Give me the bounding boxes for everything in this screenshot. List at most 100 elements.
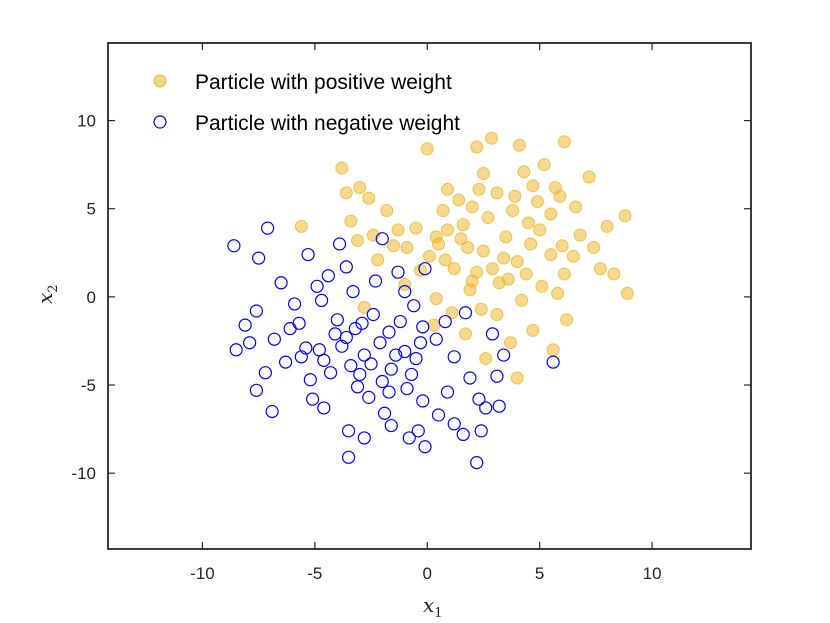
negative-particle: [274, 276, 288, 290]
negative-particle: [355, 316, 369, 330]
positive-particle: [362, 191, 376, 205]
positive-particle: [573, 228, 587, 242]
negative-particle: [458, 306, 473, 320]
negative-particle: [463, 371, 477, 385]
negative-particle: [341, 450, 356, 464]
negative-particle: [335, 339, 349, 353]
negative-particle: [546, 355, 560, 369]
positive-particle: [440, 223, 454, 237]
positive-particle: [566, 249, 580, 263]
negative-particle: [377, 406, 392, 420]
positive-particle: [445, 306, 459, 320]
positive-particle: [569, 200, 583, 214]
negative-particle: [416, 320, 430, 334]
positive-particle: [351, 233, 365, 247]
x-tick-label: 10: [643, 564, 662, 583]
x-tick-label: 0: [423, 564, 432, 583]
positive-particle: [510, 255, 524, 269]
positive-particle: [400, 241, 414, 255]
positive-particle: [546, 343, 560, 357]
negative-particle: [382, 385, 396, 399]
negative-particle: [279, 355, 293, 369]
positive-particle: [497, 251, 511, 265]
positive-particle: [481, 211, 495, 225]
positive-particle: [519, 267, 533, 281]
positive-particle: [501, 272, 515, 286]
positive-particle: [409, 221, 423, 235]
negative-particle: [317, 401, 331, 415]
positive-particle: [510, 371, 524, 385]
negative-particle: [321, 269, 335, 283]
positive-particle: [512, 138, 526, 152]
negative-particle: [249, 383, 263, 397]
negative-particle: [252, 251, 266, 265]
positive-particle: [499, 230, 513, 244]
y-tick-label: -5: [81, 376, 96, 395]
positive-particle: [517, 165, 531, 179]
negative-particle: [364, 357, 378, 371]
positive-particle: [557, 135, 571, 149]
positive-particle: [344, 214, 358, 228]
positive-particle: [533, 223, 547, 237]
positive-particle: [357, 300, 371, 314]
positive-particle: [521, 216, 535, 230]
positive-particle: [524, 237, 538, 251]
negative-particle: [409, 351, 423, 366]
x-tick-label: -10: [190, 564, 215, 583]
positive-particle: [427, 318, 441, 332]
positive-particle: [476, 166, 490, 180]
negative-particle: [294, 350, 308, 364]
positive-particle: [490, 308, 504, 322]
negative-particle: [348, 322, 362, 336]
negative-particle: [301, 247, 315, 262]
positive-particle: [607, 267, 621, 281]
negative-particle: [404, 367, 419, 382]
positive-particle: [420, 142, 434, 156]
negative-particle: [431, 408, 446, 422]
negative-particle: [303, 373, 317, 387]
negative-particle: [393, 314, 407, 329]
y-tick-label: 0: [87, 288, 96, 307]
positive-particle: [452, 193, 466, 207]
positive-particle: [544, 248, 558, 262]
positive-particle: [465, 274, 479, 288]
negative-particle: [429, 332, 443, 346]
negative-particle: [362, 390, 376, 404]
negative-particle: [357, 431, 371, 445]
negative-particle: [497, 348, 511, 362]
negative-particle: [312, 343, 326, 357]
negative-particle: [407, 299, 421, 313]
negative-particle: [389, 348, 403, 362]
legend: Particle with positive weight Particle w…: [153, 71, 460, 135]
negative-particle: [332, 237, 347, 251]
positive-particle: [620, 286, 634, 300]
negative-particle: [474, 424, 488, 438]
positive-particle: [582, 170, 596, 184]
positive-particle: [438, 253, 452, 267]
x-tick-label: -5: [307, 564, 322, 583]
positive-particle: [476, 244, 490, 258]
positive-particle: [294, 219, 308, 233]
positive-particle: [371, 253, 385, 267]
positive-particle: [544, 207, 558, 221]
negative-particle: [328, 327, 342, 341]
negative-particle: [479, 401, 493, 415]
negative-particle: [384, 418, 398, 433]
positive-particle: [537, 158, 551, 172]
positive-particle: [600, 219, 614, 233]
negative-particle: [447, 350, 461, 364]
positive-particle: [429, 292, 443, 306]
positive-particle: [553, 189, 567, 203]
positive-particle: [593, 262, 607, 276]
negative-particle: [249, 304, 263, 318]
negative-particle: [341, 424, 356, 438]
negative-particle: [375, 232, 389, 246]
y-tick-label: 5: [87, 200, 96, 219]
negative-particle: [299, 341, 313, 355]
x-tick-label: 5: [535, 564, 544, 583]
legend-marker-negative: [153, 115, 167, 129]
negative-particle: [440, 385, 455, 399]
negative-particle: [258, 366, 272, 380]
negative-particle: [265, 404, 279, 419]
